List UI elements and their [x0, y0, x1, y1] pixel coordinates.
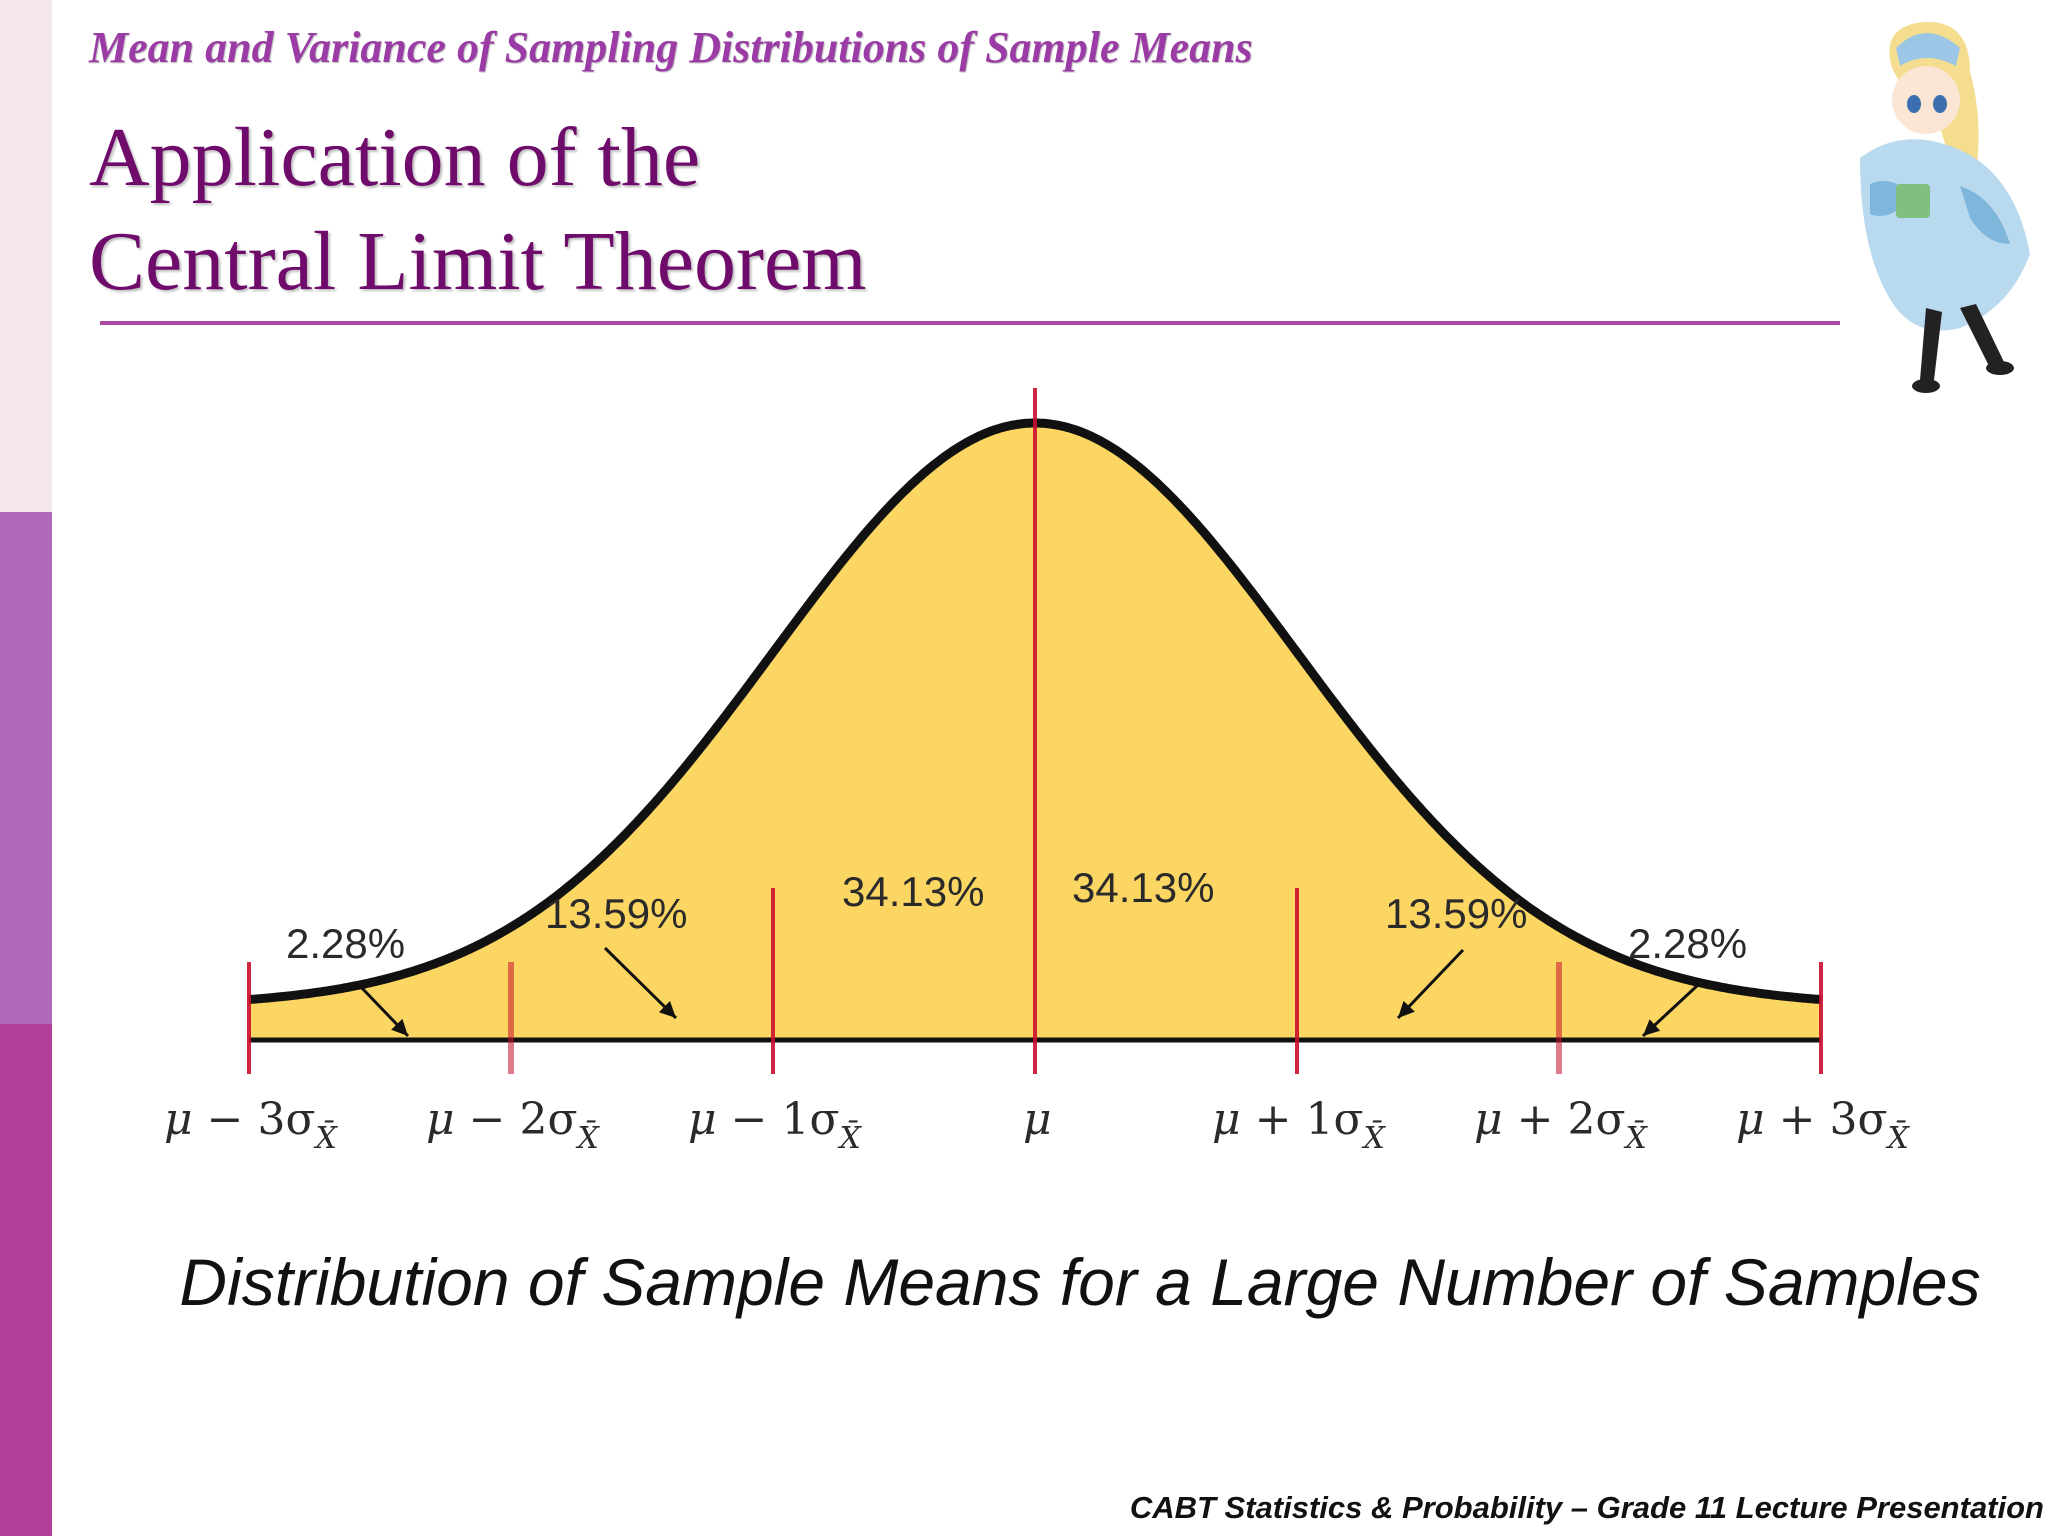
slide-title: Application of the Central Limit Theorem [89, 106, 867, 314]
region-label-left-tail: 2.28% [286, 920, 405, 967]
axis-tick-label: μ + 2σX̄ [1474, 1094, 1648, 1156]
title-divider [100, 321, 1840, 325]
region-arrow-head [1643, 1019, 1661, 1036]
tick-mu: μ [426, 1094, 455, 1145]
tick-mu: μ [1474, 1094, 1503, 1145]
axis-tick-labels: μ − 3σX̄ μ − 2σX̄ μ − 1σX̄ μ μ + 1σX̄ μ + 2σX… [164, 1094, 1910, 1156]
tick-offset: + 1σ [1241, 1094, 1364, 1145]
axis-tick-label: μ [1023, 1094, 1052, 1145]
tick-offset: − 1σ [717, 1094, 840, 1145]
region-label-right-tail: 2.28% [1628, 920, 1747, 967]
tick-mu: μ [1023, 1094, 1052, 1145]
tick-mu: μ [164, 1094, 193, 1145]
tick-offset: − 3σ [193, 1094, 316, 1145]
tick-mu: μ [1212, 1094, 1241, 1145]
slide-subtitle: Mean and Variance of Sampling Distributi… [89, 23, 1253, 72]
tick-offset: − 2σ [455, 1094, 578, 1145]
region-label-left-center: 34.13% [842, 868, 984, 915]
tick-subscript: X̄ [575, 1120, 600, 1156]
axis-tick-label: μ − 1σX̄ [688, 1094, 862, 1156]
footer-credit: CABT Statistics & Probability – Grade 11… [1129, 1490, 2044, 1525]
region-arrow-head [1398, 1000, 1415, 1018]
region-arrow [603, 946, 678, 1020]
region-label-left-second: 13.59% [545, 890, 687, 937]
region-label-right-center: 34.13% [1072, 864, 1214, 911]
slide-title-line-2: Central Limit Theorem [89, 215, 867, 308]
tick-mu: μ [1736, 1094, 1765, 1145]
axis-tick-label: μ − 2σX̄ [426, 1094, 600, 1156]
region-arrows [358, 946, 1701, 1038]
region-arrow-head [658, 1001, 676, 1018]
sidebar-band-bottom [0, 1024, 52, 1536]
axis-tick-label: μ − 3σX̄ [164, 1094, 338, 1156]
sigma-dividers [247, 388, 1823, 1074]
tick-subscript: X̄ [837, 1120, 862, 1156]
region-percent-labels: 2.28% 13.59% 34.13% 34.13% 13.59% 2.28% [286, 864, 1747, 967]
diagram-caption: Distribution of Sample Means for a Large… [179, 1245, 1981, 1319]
region-arrow-head [391, 1018, 408, 1036]
axis-tick-label: μ + 1σX̄ [1212, 1094, 1386, 1156]
tick-subscript: X̄ [1885, 1120, 1910, 1156]
tick-subscript: X̄ [1623, 1120, 1648, 1156]
sidebar-band-middle [0, 512, 52, 1024]
tick-subscript: X̄ [313, 1120, 338, 1156]
mascot-illustration [1860, 21, 2030, 393]
tick-offset: + 3σ [1765, 1094, 1888, 1145]
slide-title-line-1: Application of the [89, 111, 701, 204]
tick-subscript: X̄ [1361, 1120, 1386, 1156]
sidebar-band-top [0, 0, 52, 512]
tick-mu: μ [688, 1094, 717, 1145]
axis-tick-label: μ + 3σX̄ [1736, 1094, 1910, 1156]
region-label-right-second: 13.59% [1385, 890, 1527, 937]
tick-offset: + 2σ [1503, 1094, 1626, 1145]
